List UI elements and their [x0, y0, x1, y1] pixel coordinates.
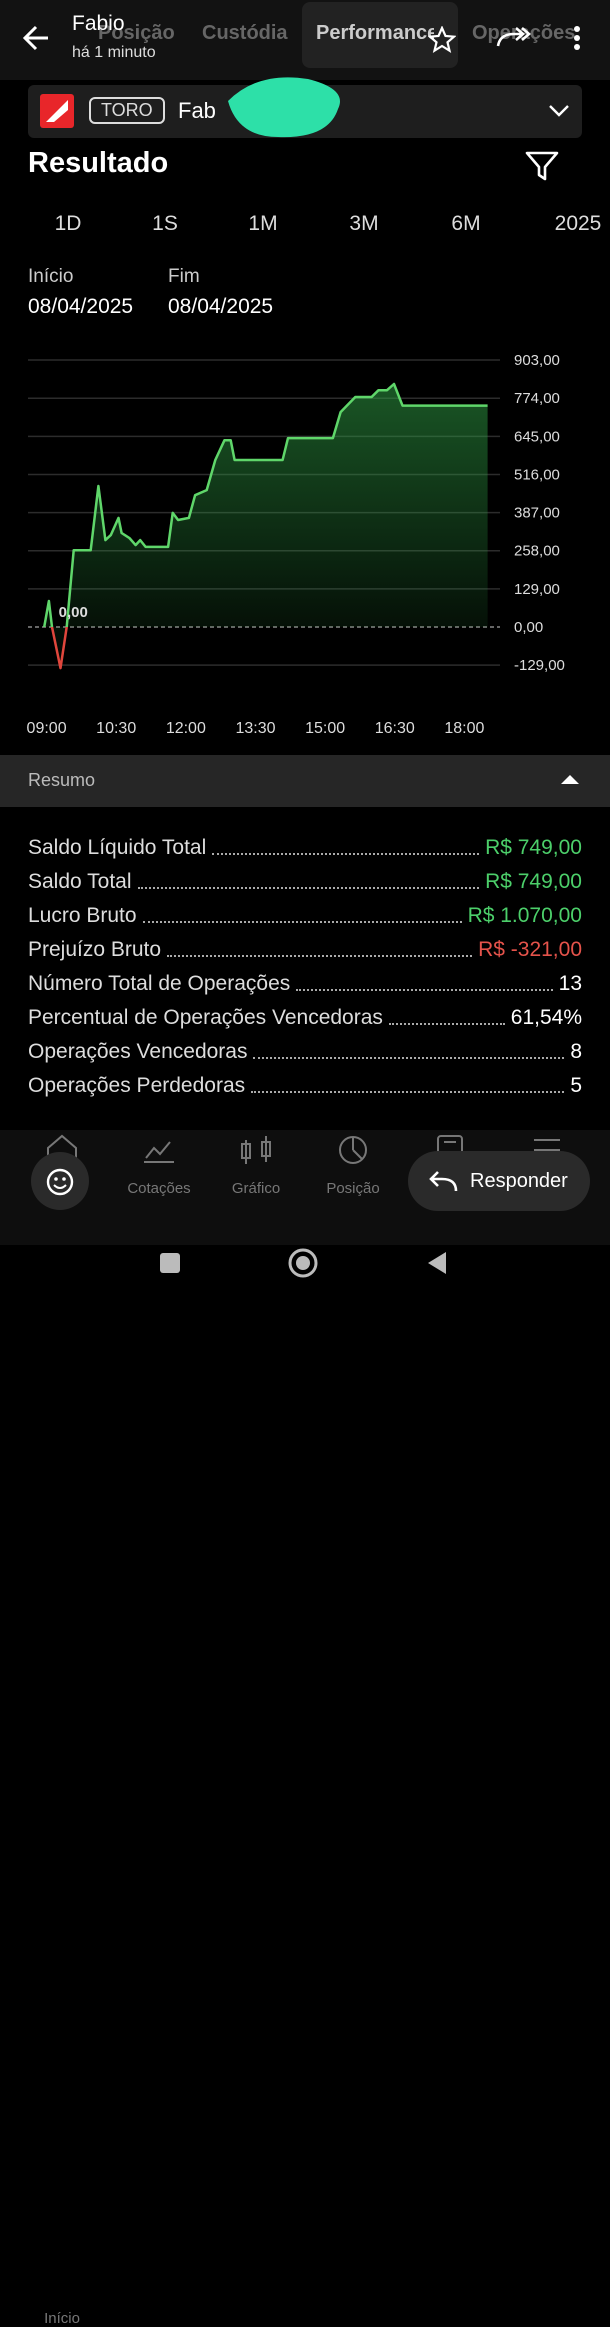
x-tick-label: 18:00	[444, 720, 484, 737]
leader	[251, 1091, 565, 1093]
row-value: R$ 1.070,00	[467, 904, 582, 927]
nav-label[interactable]: Cotações	[127, 1180, 191, 1197]
row-label: Número Total de Operações	[28, 972, 291, 995]
summary-row: Prejuízo Bruto R$ -321,00	[28, 932, 582, 962]
star-icon[interactable]	[428, 26, 456, 54]
y-tick-label: 645,00	[514, 428, 560, 445]
x-tick-label: 13:30	[235, 720, 275, 737]
leader	[253, 1057, 565, 1059]
y-tick-label: 774,00	[514, 390, 560, 407]
redaction	[228, 77, 340, 138]
tab[interactable]: Posição	[98, 22, 175, 44]
period-option[interactable]: 1M	[248, 212, 278, 235]
leader	[212, 853, 480, 855]
y-tick-label: -129,00	[514, 657, 565, 674]
collapse-icon[interactable]	[560, 773, 580, 785]
nav-label[interactable]: Gráfico	[231, 1180, 281, 1197]
summary-row: Lucro Bruto R$ 1.070,00	[28, 898, 582, 928]
row-label: Lucro Bruto	[28, 904, 137, 927]
y-tick-label: 0,00	[514, 619, 543, 636]
period-option[interactable]: 1S	[152, 212, 178, 235]
x-tick-label: 16:30	[375, 720, 415, 737]
row-label: Operações Vencedoras	[28, 1040, 248, 1063]
leader	[137, 887, 480, 889]
row-value: R$ -321,00	[478, 938, 582, 961]
account-name: Fab	[178, 98, 216, 123]
reply-button[interactable]: Responder	[408, 1151, 590, 1211]
row-label: Saldo Total	[28, 870, 132, 893]
summary-row: Percentual de Operações Vencedoras 61,54%	[28, 1000, 582, 1030]
summary-row: Operações Perdedoras 5	[28, 1068, 582, 1098]
end-label: Fim	[168, 266, 200, 287]
tab[interactable]: Custódia	[202, 22, 288, 44]
row-value: R$ 749,00	[485, 870, 582, 893]
line-series	[42, 382, 488, 670]
row-value: 5	[570, 1074, 582, 1097]
more-icon[interactable]	[570, 24, 584, 54]
x-tick-label: 09:00	[27, 720, 67, 737]
summary-row: Operações Vencedoras 8	[28, 1034, 582, 1064]
x-tick-label: 15:00	[305, 720, 345, 737]
reply-icon	[429, 1171, 458, 1192]
period-option[interactable]: 6M	[451, 212, 481, 235]
emoji-button[interactable]	[30, 1151, 90, 1211]
forward-icon[interactable]	[496, 24, 532, 52]
period-option[interactable]: 2025	[554, 212, 602, 235]
reply-label: Responder	[470, 1170, 568, 1192]
broker-logo	[40, 94, 74, 128]
section-title: Resultado	[28, 147, 169, 179]
leader	[142, 921, 462, 923]
back-button[interactable]	[22, 24, 50, 52]
y-tick-label: 129,00	[514, 581, 560, 598]
period-option[interactable]: 3M	[349, 212, 379, 235]
x-tick-label: 10:30	[96, 720, 136, 737]
contact-name: Fabio	[72, 12, 125, 35]
annotation: 0,00	[59, 604, 88, 621]
y-tick-label: 387,00	[514, 505, 560, 522]
summary-row: Número Total de Operações 13	[28, 966, 582, 996]
start-date: 08/04/2025	[28, 295, 134, 318]
filter-icon[interactable]	[525, 150, 559, 182]
row-label: Operações Perdedoras	[28, 1074, 246, 1097]
y-tick-label: 516,00	[514, 466, 560, 483]
leader	[388, 1023, 505, 1025]
tab-highlight	[302, 2, 458, 68]
row-label: Prejuízo Bruto	[28, 938, 162, 961]
contact-status: há 1 minuto	[72, 44, 156, 61]
row-label: Percentual de Operações Vencedoras	[28, 1006, 383, 1029]
period-option[interactable]: 1D	[54, 212, 82, 235]
summary-row: Saldo Total R$ 749,00	[28, 864, 582, 894]
start-label: Início	[28, 266, 74, 287]
leader	[167, 955, 473, 957]
summary-title: Resumo	[28, 770, 96, 790]
broker-tag: TORO	[89, 97, 165, 124]
system-nav	[0, 1245, 610, 1301]
chart: 903,00 774,00 645,00 516,00 387,00 258,00 129,…	[27, 352, 565, 737]
row-value: 61,54%	[510, 1006, 582, 1029]
row-value: R$ 749,00	[485, 836, 582, 859]
leader	[296, 989, 553, 991]
account-selector[interactable]: TORO Fab	[28, 77, 582, 138]
summary-header[interactable]: Resumo	[0, 755, 610, 807]
x-tick-label: 12:00	[166, 720, 206, 737]
system-buttons	[160, 1248, 446, 1278]
y-tick-label: 258,00	[514, 543, 560, 560]
summary-row: Saldo Líquido Total R$ 749,00	[28, 830, 582, 860]
nav-label[interactable]: Posição	[326, 1180, 380, 1197]
tab[interactable]: Performance	[316, 22, 434, 44]
area-fill	[44, 384, 488, 669]
row-value: 13	[558, 972, 582, 995]
nav-label[interactable]: Início	[44, 2310, 80, 2327]
row-label: Saldo Líquido Total	[28, 836, 207, 859]
row-value: 8	[570, 1040, 582, 1063]
end-date: 08/04/2025	[168, 295, 274, 318]
y-tick-label: 903,00	[514, 352, 560, 369]
header: Posição Custódia Performance Operações F…	[0, 0, 610, 80]
chevron-down	[549, 105, 569, 117]
